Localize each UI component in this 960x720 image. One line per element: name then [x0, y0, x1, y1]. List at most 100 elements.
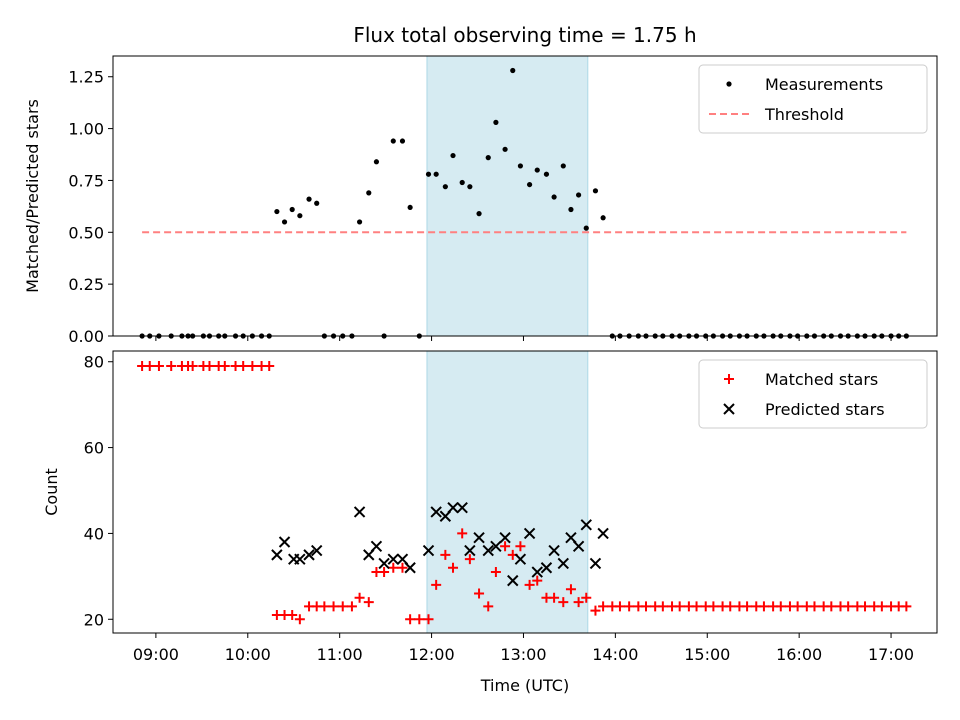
y-tick-label: 1.25	[68, 68, 104, 87]
predicted-star-point	[278, 536, 291, 548]
matched-star-point	[826, 601, 837, 612]
x-tick-label: 10:00	[225, 645, 271, 664]
predicted-star-point	[447, 501, 459, 514]
legend-box	[698, 359, 928, 429]
matched-star-point	[524, 579, 535, 590]
predicted-star-point	[572, 540, 585, 553]
measurement-point	[485, 155, 491, 161]
matched-star-point	[287, 609, 298, 620]
predicted-star-point	[456, 501, 468, 514]
top-panel: 0.00 0.25 0.50 0.75 1.00 1.25 Matched/Predicte…	[23, 55, 938, 346]
shaded-interval	[426, 55, 589, 337]
predicted-star-point	[310, 544, 323, 557]
measurement-point	[526, 181, 533, 188]
matched-star-point	[792, 601, 803, 612]
x-axis-label: Time (UTC)	[480, 676, 569, 695]
legend-predicted-swatch	[723, 403, 735, 415]
predicted-star-point	[464, 544, 476, 557]
matched-star-point	[328, 601, 339, 612]
predicted-star-point	[422, 544, 435, 557]
y-tick-label: 0.00	[68, 327, 104, 346]
matched-star-point	[144, 361, 155, 372]
matched-star-point	[640, 601, 651, 612]
matched-star-point	[515, 541, 526, 552]
matched-star-point	[860, 601, 871, 612]
measurement-point	[502, 146, 508, 152]
matched-star-point	[490, 567, 501, 578]
predicted-star-point	[387, 553, 399, 565]
matched-star-point	[166, 361, 177, 372]
x-tick-label: 11:00	[317, 645, 363, 664]
predicted-star-point	[580, 519, 592, 531]
matched-star-point	[388, 562, 399, 573]
predicted-star-point	[514, 553, 527, 565]
x-tick-label: 17:00	[868, 645, 914, 664]
measurement-point	[442, 184, 448, 190]
y-tick-label: 0.50	[68, 223, 104, 242]
predicted-star-point	[430, 506, 442, 518]
measurement-point	[433, 171, 439, 177]
matched-star-point	[742, 601, 753, 612]
matched-star-point	[405, 614, 416, 625]
matched-star-point	[532, 575, 543, 586]
measurement-point	[560, 163, 566, 169]
chart-title: Flux total observing time = 1.75 h	[353, 23, 696, 47]
predicted-star-point	[540, 562, 553, 574]
measurement-point	[399, 138, 406, 144]
measurement-point	[306, 196, 312, 202]
matched-star-point	[264, 361, 275, 372]
measurement-point	[274, 208, 280, 215]
matched-star-point	[337, 601, 348, 612]
matched-star-point	[725, 601, 736, 612]
x-tick-label: 14:00	[592, 645, 638, 664]
matched-star-point	[346, 601, 357, 612]
predicted-star-point	[499, 532, 511, 544]
matched-star-point	[414, 614, 425, 625]
matched-star-point	[775, 601, 786, 612]
legend-measurement-swatch	[726, 81, 732, 87]
matched-star-point	[153, 361, 164, 372]
measurement-point	[576, 192, 582, 198]
measurement-point	[390, 138, 396, 144]
y-tick-label: 0.25	[68, 275, 104, 294]
y-tick-label: 0.75	[68, 171, 104, 190]
matched-star-point	[614, 601, 625, 612]
matched-star-point	[809, 601, 820, 612]
y-tick-label: 60	[84, 439, 104, 458]
measurement-point	[314, 200, 320, 206]
predicted-star-point	[353, 506, 366, 518]
matched-star-point	[187, 361, 198, 372]
matched-star-point	[354, 592, 365, 603]
matched-star-point	[843, 601, 854, 612]
y-axis-label: Matched/Predicted stars	[23, 99, 42, 293]
measurement-point	[297, 213, 303, 219]
predicted-star-point	[531, 566, 543, 578]
y-tick-label: 80	[84, 353, 104, 372]
x-tick-label: 15:00	[684, 645, 730, 664]
matched-star-point	[423, 614, 434, 625]
matched-star-point	[581, 592, 592, 603]
matched-star-point	[457, 528, 468, 539]
x-tick-label: 13:00	[500, 645, 546, 664]
x-tick-label: 16:00	[776, 645, 822, 664]
x-tick-label: 12:00	[409, 645, 455, 664]
matched-star-point	[590, 605, 601, 616]
matched-star-point	[448, 562, 459, 573]
measurement-point	[592, 188, 599, 194]
measurement-point	[289, 206, 295, 213]
measurement-point	[459, 179, 465, 186]
measurement-point	[356, 219, 363, 225]
measurement-point	[568, 206, 574, 213]
predicted-star-point	[557, 557, 569, 570]
measurement-point	[543, 171, 550, 177]
shaded-interval	[426, 350, 589, 634]
y-tick-label: 40	[84, 524, 104, 543]
predicted-star-point	[473, 532, 485, 544]
legend-box	[698, 64, 928, 134]
predicted-star-point	[490, 540, 502, 553]
axes-frame	[112, 350, 938, 634]
matched-star-point	[238, 361, 249, 372]
matched-star-point	[708, 601, 719, 612]
measurement-point	[407, 204, 413, 211]
